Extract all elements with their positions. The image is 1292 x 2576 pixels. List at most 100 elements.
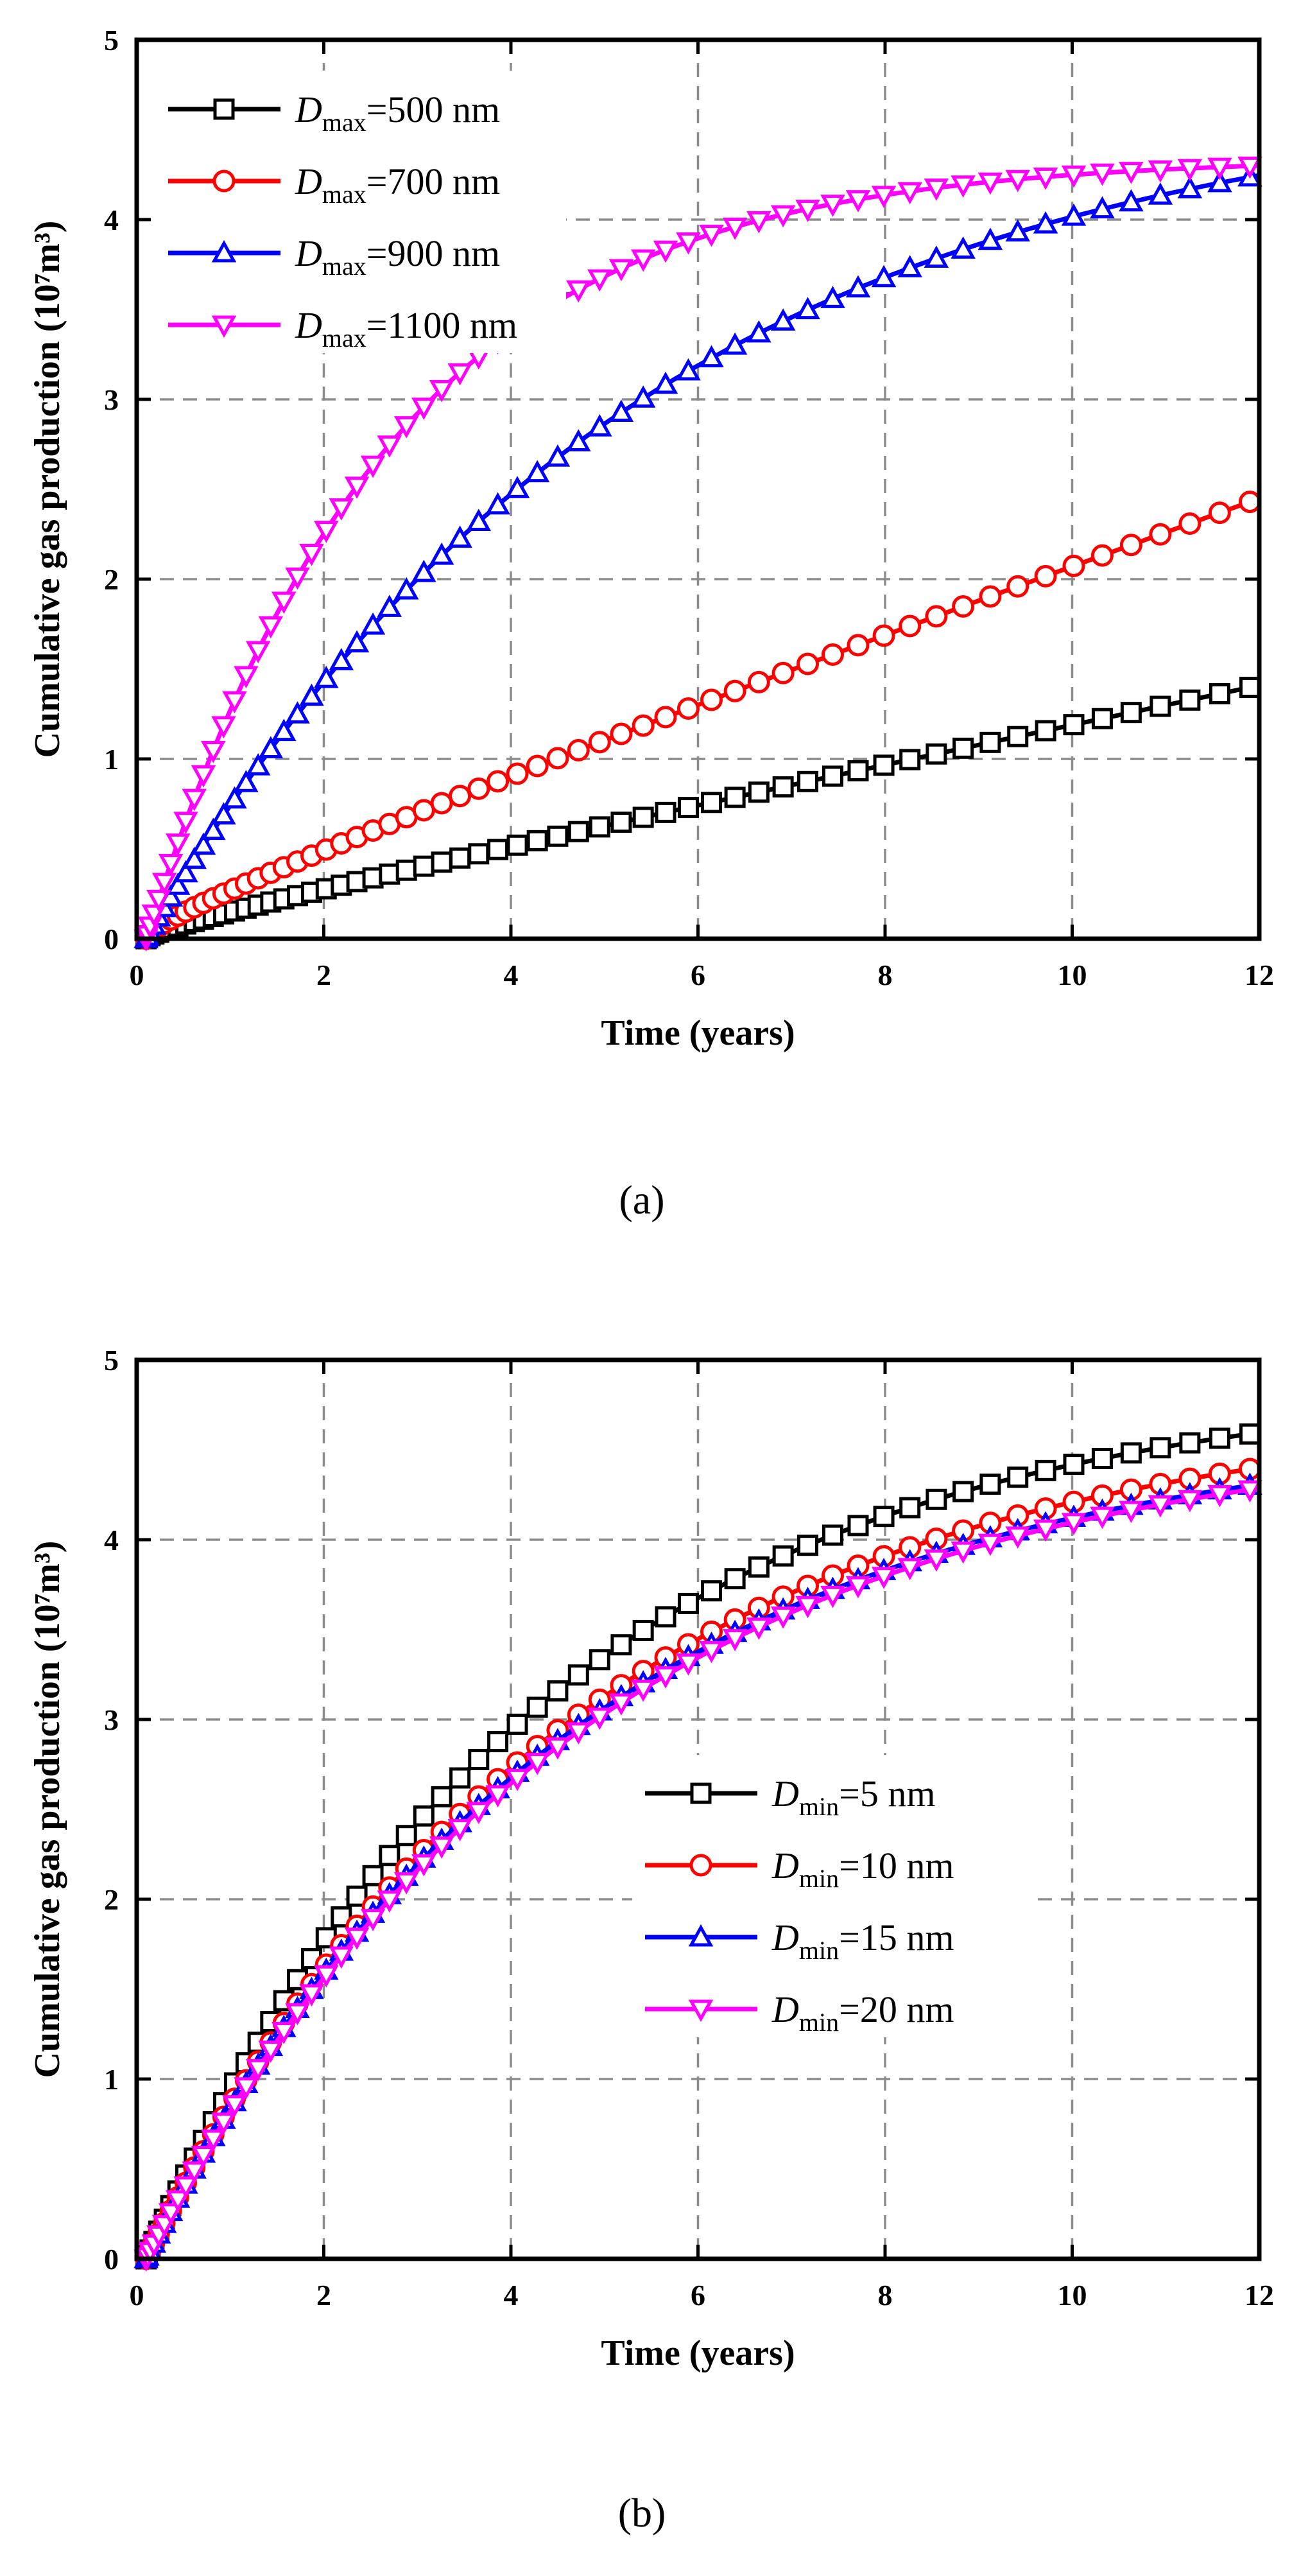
- data-point-marker: [411, 397, 436, 420]
- chart-panel-b: Dmin=5 nm Dmin=10 nm Dmin=15 nm Dmin=20 …: [28, 1344, 1274, 2536]
- data-point-marker: [447, 525, 472, 548]
- data-point-marker: [952, 595, 975, 618]
- data-point-marker: [1148, 182, 1173, 205]
- x-tick-label: 4: [504, 959, 519, 991]
- legend-label: Dmax=700 nm: [295, 161, 500, 209]
- data-point-marker: [871, 265, 897, 288]
- data-point-marker: [379, 1845, 401, 1867]
- data-point-marker: [285, 2003, 310, 2026]
- legend-label: Dmax=500 nm: [295, 89, 500, 137]
- data-point-marker: [608, 259, 634, 282]
- data-point-marker: [676, 358, 701, 381]
- data-point-marker: [822, 1524, 843, 1546]
- data-point-marker: [924, 245, 949, 268]
- data-point-marker: [1208, 501, 1231, 525]
- data-point-marker: [182, 788, 207, 812]
- data-point-marker: [772, 776, 794, 798]
- data-point-marker: [413, 855, 435, 877]
- data-point-marker: [1063, 714, 1085, 736]
- data-point-marker: [722, 1629, 748, 1651]
- data-point-marker: [1239, 677, 1261, 699]
- data-point-marker: [952, 1481, 974, 1502]
- data-point-marker: [632, 806, 654, 828]
- data-point-marker: [545, 1737, 571, 1760]
- data-point-marker: [299, 543, 324, 566]
- y-tick-label: 4: [104, 204, 119, 236]
- data-point-marker: [567, 821, 589, 842]
- data-point-marker: [847, 634, 870, 657]
- data-point-marker: [329, 1946, 354, 1969]
- data-point-marker: [329, 648, 354, 670]
- data-point-marker: [547, 1680, 569, 1701]
- y-tick-label: 3: [104, 1703, 119, 1736]
- data-point-marker: [1006, 575, 1029, 598]
- data-point-marker: [1237, 156, 1262, 179]
- data-point-marker: [610, 722, 633, 745]
- data-point-marker: [449, 847, 471, 869]
- data-point-marker: [506, 834, 528, 856]
- data-point-marker: [797, 770, 819, 792]
- data-point-marker: [158, 853, 184, 876]
- data-point-marker: [770, 205, 796, 228]
- data-point-marker: [1177, 176, 1203, 198]
- data-point-marker: [395, 1825, 417, 1847]
- data-point-marker: [701, 1580, 723, 1602]
- data-point-marker: [1178, 512, 1202, 535]
- data-point-marker: [926, 743, 947, 765]
- data-point-marker: [1119, 1501, 1144, 1524]
- data-point-marker: [271, 591, 297, 614]
- data-point-marker: [1179, 689, 1201, 711]
- legend-marker: [688, 1999, 714, 2023]
- data-point-marker: [924, 178, 949, 201]
- data-point-marker: [234, 770, 259, 792]
- x-tick-label: 12: [1245, 959, 1274, 991]
- data-point-marker: [979, 1474, 1001, 1495]
- data-point-marker: [1119, 162, 1144, 184]
- data-point-marker: [526, 830, 548, 851]
- data-point-marker: [821, 643, 844, 666]
- legend-entry: Dmax=1100 nm: [168, 304, 517, 352]
- data-point-marker: [748, 1556, 770, 1578]
- data-point-marker: [211, 2112, 236, 2135]
- x-tick-label: 8: [878, 959, 893, 991]
- data-point-marker: [485, 1785, 510, 1808]
- data-point-marker: [1005, 170, 1030, 193]
- legend-marker: [688, 1924, 714, 1947]
- data-point-marker: [1007, 726, 1029, 747]
- data-point-marker: [1120, 702, 1142, 724]
- legend-label: Dmin=15 nm: [771, 1917, 954, 1965]
- data-point-marker: [1149, 523, 1172, 546]
- data-point-marker: [173, 860, 198, 883]
- y-tick-label: 1: [104, 743, 119, 776]
- data-point-marker: [1061, 165, 1087, 188]
- y-tick-label: 0: [104, 923, 119, 955]
- data-point-marker: [1005, 219, 1030, 242]
- data-point-marker: [524, 460, 550, 483]
- data-point-marker: [182, 846, 207, 869]
- data-point-marker: [1148, 160, 1173, 183]
- y-tick-label: 2: [104, 1883, 119, 1916]
- data-point-marker: [1091, 708, 1113, 729]
- data-point-marker: [608, 1693, 634, 1716]
- data-point-marker: [1119, 534, 1142, 557]
- data-point-marker: [1177, 1490, 1203, 1513]
- data-point-marker: [1091, 1447, 1113, 1469]
- legend-label: Dmax=1100 nm: [295, 304, 517, 352]
- legend-entry: Dmin=5 nm: [645, 1773, 935, 1821]
- data-point-marker: [699, 345, 724, 368]
- data-point-marker: [393, 577, 419, 600]
- data-point-marker: [466, 509, 492, 531]
- data-point-marker: [314, 521, 339, 543]
- data-point-marker: [245, 2058, 271, 2082]
- data-point-marker: [377, 595, 402, 617]
- data-point-marker: [951, 1541, 976, 1564]
- data-point-marker: [360, 612, 386, 635]
- data-point-marker: [504, 476, 530, 498]
- data-point-marker: [770, 308, 796, 331]
- data-point-marker: [299, 683, 324, 706]
- data-point-marker: [211, 802, 236, 825]
- x-tick-label: 6: [691, 2279, 705, 2311]
- data-point-marker: [1209, 1427, 1230, 1449]
- data-point-marker: [951, 236, 976, 259]
